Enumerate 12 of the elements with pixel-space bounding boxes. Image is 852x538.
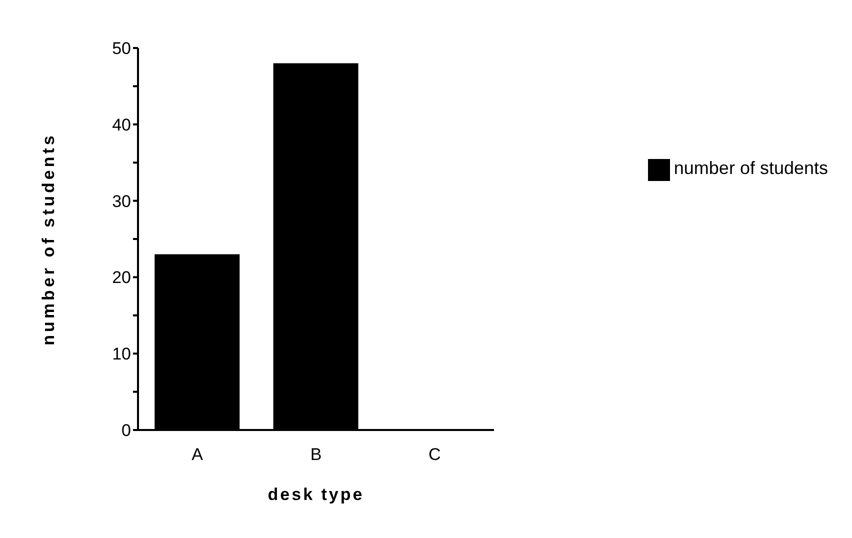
- x-tick-label: B: [310, 445, 322, 464]
- y-axis-title: number of students: [39, 132, 58, 346]
- y-tick-label: 0: [122, 421, 131, 440]
- y-tick-label: 10: [112, 344, 131, 364]
- x-axis-title: desk type: [268, 485, 364, 504]
- legend-label: number of students: [674, 158, 828, 178]
- y-tick-label: 50: [112, 39, 131, 58]
- y-tick-label: 40: [112, 115, 131, 134]
- y-tick-label: 30: [112, 192, 131, 211]
- x-tick-label: C: [428, 445, 441, 464]
- y-tick-label: 20: [112, 268, 131, 288]
- x-tick-label: A: [192, 445, 204, 464]
